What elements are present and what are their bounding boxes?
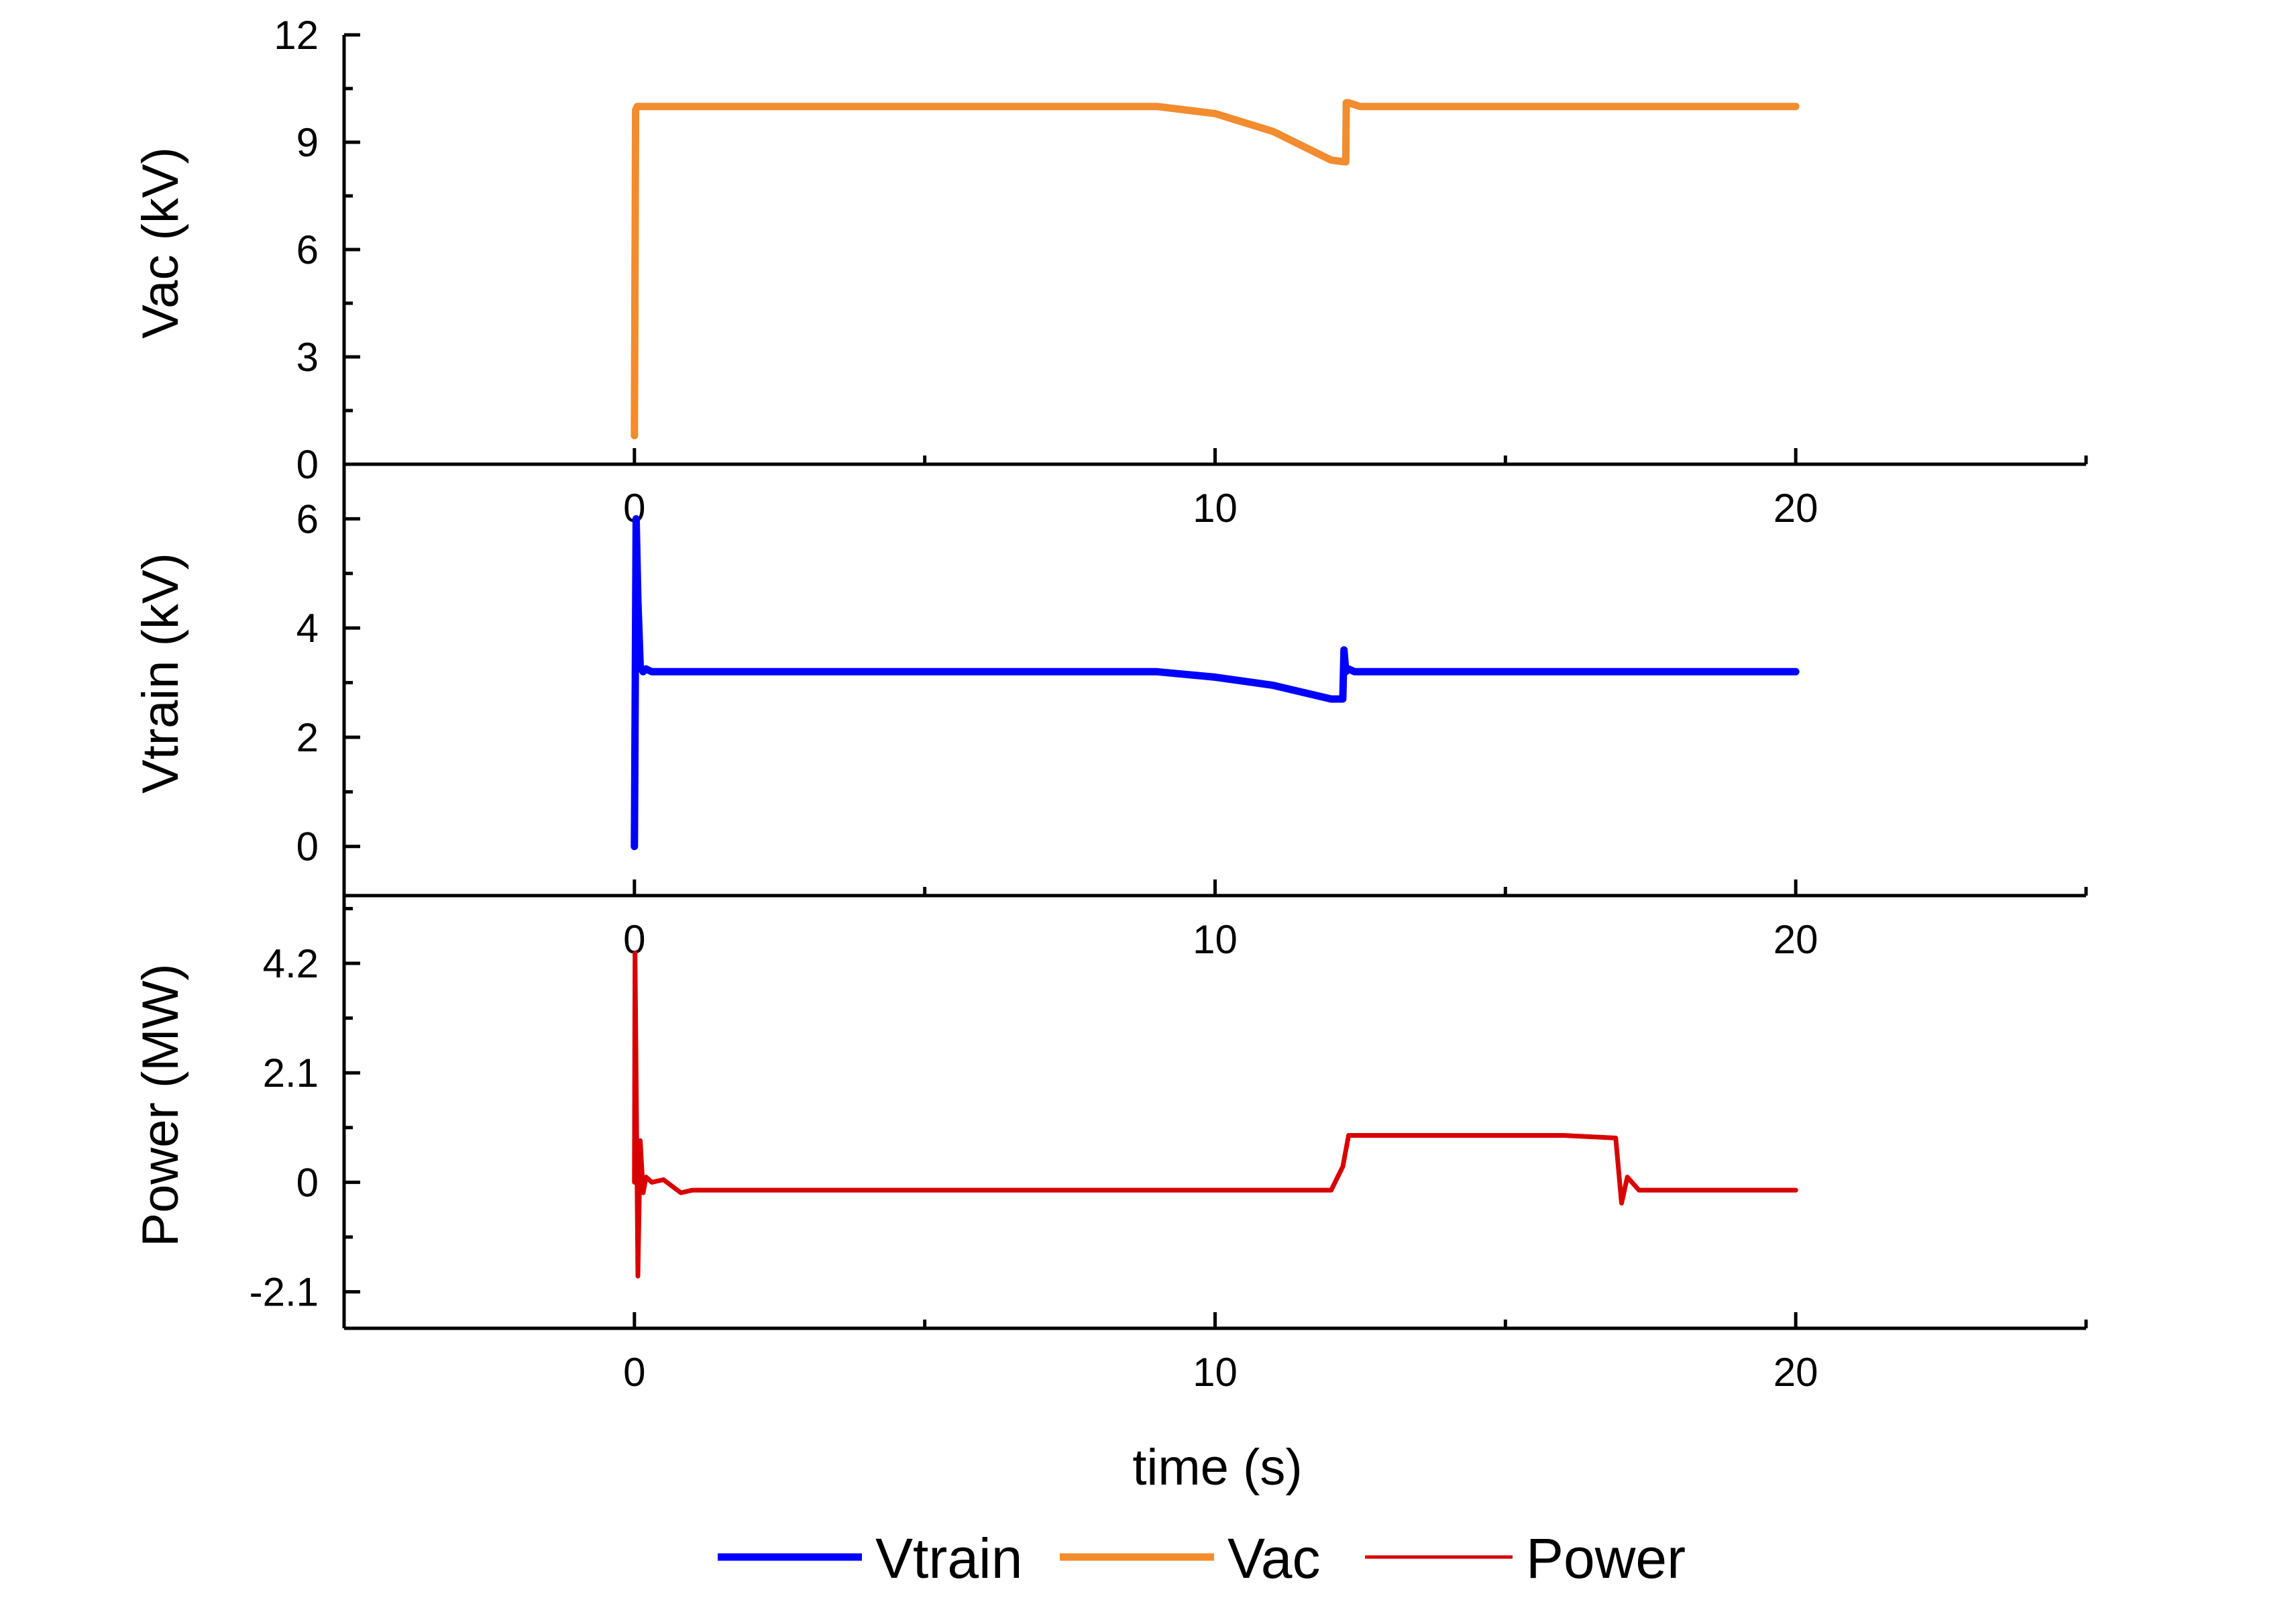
vac-x-tick-label: 20	[1773, 486, 1818, 531]
vac-y-tick-label: 12	[274, 13, 319, 58]
power-x-tick-label: 20	[1773, 1350, 1818, 1395]
power-y-tick-label: -2.1	[250, 1270, 319, 1315]
chart-panels: 0 3 6 9 12 0 10 20 Vac (kV) 0 2 4 6 0 10 20 Vtrain (kV) -…	[132, 13, 2088, 1395]
series-line-vtrain	[631, 515, 1800, 851]
power-x-tick-label: 10	[1193, 1350, 1238, 1395]
legend-entry-vac: Vac	[1060, 1527, 1321, 1590]
legend-entry-power: Power	[1365, 1527, 1686, 1590]
x-axis-title: time (s)	[1132, 1439, 1302, 1496]
power-y-tick-label: 0	[296, 1160, 319, 1205]
legend-entry-vtrain: Vtrain	[718, 1527, 1022, 1590]
legend-label-vac: Vac	[1227, 1527, 1321, 1590]
legend-label-power: Power	[1526, 1527, 1686, 1590]
vtrain-x-tick-label: 20	[1773, 917, 1818, 962]
vac-y-tick-label: 9	[296, 120, 319, 165]
vtrain-y-tick-label: 2	[296, 715, 319, 760]
vac-y-axis-title: Vac (kV)	[132, 147, 189, 339]
vtrain-y-tick-label: 6	[296, 496, 319, 541]
vtrain-y-tick-label: 4	[296, 606, 319, 651]
power-y-tick-label: 2.1	[263, 1051, 319, 1095]
vac-y-tick-label: 6	[296, 227, 319, 272]
series-line-power	[632, 951, 1798, 1279]
power-y-axis-title: Power (MW)	[132, 963, 189, 1246]
legend-label-vtrain: Vtrain	[875, 1527, 1022, 1590]
vac-y-tick-label: 0	[296, 442, 319, 487]
power-x-tick-label: 0	[623, 1350, 645, 1395]
panel-power: -2.1 0 2.1 4.2 0 10 20 Power (MW)	[132, 896, 2088, 1395]
legend: Vtrain Vac Power	[718, 1527, 1686, 1590]
vtrain-y-axis-title: Vtrain (kV)	[132, 553, 189, 794]
vtrain-y-tick-label: 0	[296, 824, 319, 869]
power-y-tick-label: 4.2	[263, 941, 319, 986]
series-line-vac	[631, 99, 1800, 439]
vac-x-tick-label: 10	[1193, 486, 1238, 531]
vac-y-tick-label: 3	[296, 335, 319, 380]
vtrain-x-tick-label: 10	[1193, 917, 1238, 962]
